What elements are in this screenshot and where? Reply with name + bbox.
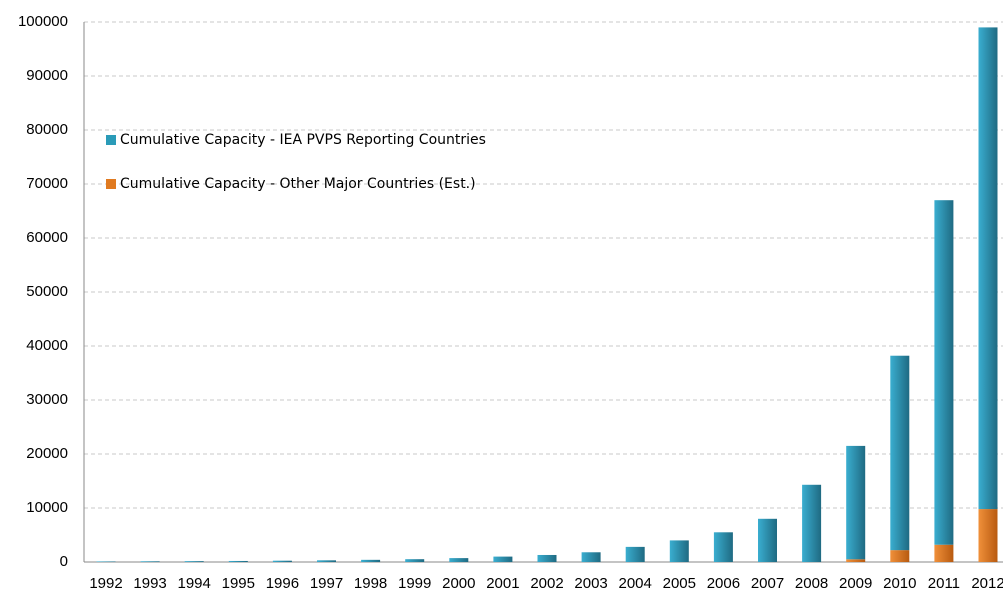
y-tick-label: 70000 <box>26 175 68 192</box>
x-tick-label: 2004 <box>619 575 652 592</box>
x-tick-label: 1992 <box>89 575 122 592</box>
bar-segment <box>934 544 954 562</box>
y-tick-label: 60000 <box>26 229 68 246</box>
x-tick-label: 2006 <box>707 575 740 592</box>
y-tick-label: 20000 <box>26 445 68 462</box>
bar-segment <box>317 560 336 562</box>
x-tick-label: 2008 <box>795 575 828 592</box>
x-tick-label: 1994 <box>178 575 211 592</box>
x-tick-label: 2002 <box>530 575 563 592</box>
bar-segment <box>978 509 998 562</box>
y-tick-label: 10000 <box>26 499 68 516</box>
legend-swatch <box>106 179 116 189</box>
x-tick-label: 2012 <box>971 575 1003 592</box>
legend-label: Cumulative Capacity - Other Major Countr… <box>120 176 476 192</box>
bar-segment <box>802 484 822 562</box>
y-tick-label: 0 <box>60 553 68 570</box>
bar-segment <box>272 560 292 562</box>
bar-segment <box>890 550 910 562</box>
y-tick-label: 40000 <box>26 337 68 354</box>
x-tick-label: 2007 <box>751 575 784 592</box>
x-tick-label: 2010 <box>883 575 916 592</box>
bar-segment <box>713 532 733 562</box>
bar-segment <box>361 559 381 562</box>
x-tick-label: 2009 <box>839 575 872 592</box>
x-tick-label: 2005 <box>663 575 696 592</box>
bar-segment <box>449 558 469 562</box>
x-tick-label: 2003 <box>574 575 607 592</box>
bar-segment <box>228 560 248 562</box>
x-tick-label: 1996 <box>266 575 299 592</box>
bar-segment <box>96 561 116 562</box>
bar-segment <box>625 546 645 562</box>
x-tick-label: 2001 <box>486 575 519 592</box>
bar-segment <box>581 552 601 562</box>
bar-segment <box>184 561 204 562</box>
bar-segment <box>405 559 425 562</box>
x-tick-label: 1997 <box>310 575 343 592</box>
y-tick-label: 30000 <box>26 391 68 408</box>
bar-segment <box>934 200 954 545</box>
bar-segment <box>978 27 998 510</box>
x-tick-label: 1998 <box>354 575 387 592</box>
bar-segment <box>890 355 910 551</box>
y-tick-label: 50000 <box>26 283 68 300</box>
y-tick-label: 90000 <box>26 67 68 84</box>
bar-segment <box>758 518 777 562</box>
x-tick-label: 1993 <box>133 575 166 592</box>
legend: Cumulative Capacity - IEA PVPS Reporting… <box>106 132 486 192</box>
bar-segment <box>493 556 513 562</box>
legend-label: Cumulative Capacity - IEA PVPS Reporting… <box>120 132 486 148</box>
bar-segment <box>669 540 689 562</box>
x-tick-label: 2000 <box>442 575 475 592</box>
bar-segment <box>846 445 866 560</box>
x-tick-label: 1995 <box>222 575 255 592</box>
bar-segment <box>846 559 866 562</box>
x-tick-label: 2011 <box>928 575 960 592</box>
bar-segment <box>140 561 160 562</box>
y-tick-label: 80000 <box>26 121 68 138</box>
legend-swatch <box>106 135 116 145</box>
y-tick-label: 100000 <box>18 13 68 30</box>
x-tick-label: 1999 <box>398 575 431 592</box>
bar-segment <box>537 554 557 562</box>
